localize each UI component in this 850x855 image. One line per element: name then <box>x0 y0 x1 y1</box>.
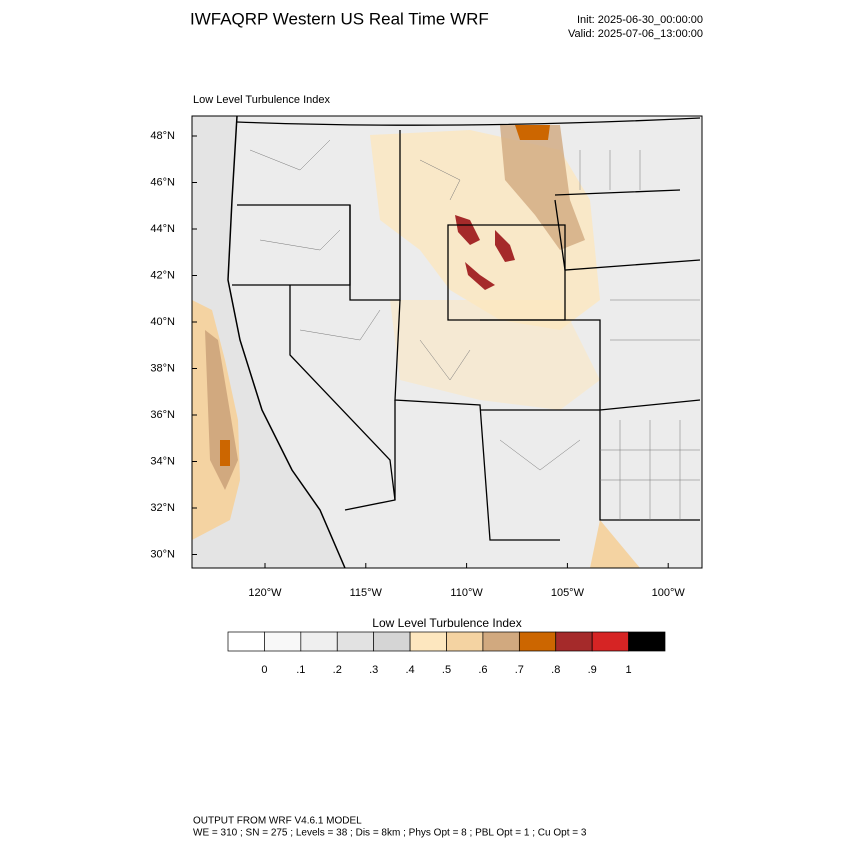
colorbar-label: .1 <box>296 664 305 676</box>
coastline <box>227 116 346 568</box>
colorbar-box <box>227 631 265 652</box>
lat-label: 40°N <box>150 316 175 328</box>
lat-label: 44°N <box>150 223 175 235</box>
lat-label: 30°N <box>150 548 175 560</box>
lon-label: 105°W <box>551 587 585 599</box>
colorbar-box <box>336 631 375 652</box>
lon-label: 120°W <box>248 587 282 599</box>
valid-time: Valid: 2025-07-06_13:00:00 <box>568 28 703 40</box>
map: 48°N 46°N 44°N 42°N 40°N 38°N 36°N 34°N 32°N 30°N… <box>150 115 703 599</box>
turbulence-region <box>500 125 585 250</box>
state-borders <box>232 117 701 541</box>
colorbar-label: 1 <box>626 664 632 676</box>
colorbar-label: .3 <box>369 664 378 676</box>
colorbar-box <box>628 631 666 652</box>
colorbar-box <box>482 631 520 652</box>
colorbar-box <box>518 631 557 652</box>
lat-label: 32°N <box>150 502 175 514</box>
turbulence-peak <box>515 125 550 140</box>
lat-label: 48°N <box>150 130 175 142</box>
turbulence-region <box>390 300 600 410</box>
lat-label: 38°N <box>150 362 175 374</box>
colorbar-title: Low Level Turbulence Index <box>372 616 521 630</box>
footer-line: OUTPUT FROM WRF V4.6.1 MODEL <box>193 816 362 827</box>
colorbar: 0 .1 .2 .3 .4 .5 .6 .7 .8 .9 1 <box>227 631 666 676</box>
init-time: Init: 2025-06-30_00:00:00 <box>577 14 703 26</box>
map-content <box>192 116 702 568</box>
ocean-turbulence-peak <box>220 440 230 466</box>
county-borders <box>249 139 700 520</box>
colorbar-label: .5 <box>442 664 451 676</box>
turbulence-region <box>590 520 640 568</box>
turbulence-peak <box>455 215 515 290</box>
colorbar-box <box>555 631 593 652</box>
lat-label: 34°N <box>150 455 175 467</box>
colorbar-box <box>591 631 629 652</box>
title: IWFAQRP Western US Real Time WRF <box>190 9 489 28</box>
map-subtitle: Low Level Turbulence Index <box>193 94 330 106</box>
colorbar-box <box>300 631 338 652</box>
colorbar-box <box>373 631 411 652</box>
colorbar-label: .6 <box>478 664 487 676</box>
colorbar-label: 0 <box>261 664 267 676</box>
lat-label: 42°N <box>150 269 175 281</box>
colorbar-label: .7 <box>515 664 524 676</box>
colorbar-box <box>409 631 447 652</box>
lat-label: 36°N <box>150 409 175 421</box>
colorbar-box <box>264 631 302 652</box>
colorbar-box <box>446 631 484 652</box>
lon-label: 100°W <box>652 587 686 599</box>
lon-label: 110°W <box>450 587 483 599</box>
footer-line: WE = 310 ; SN = 275 ; Levels = 38 ; Dis … <box>193 828 587 839</box>
lat-label: 46°N <box>150 176 175 188</box>
colorbar-label: .8 <box>551 664 560 676</box>
colorbar-label: .9 <box>588 664 597 676</box>
axis-labels: 48°N 46°N 44°N 42°N 40°N 38°N 36°N 34°N 32°N 30°N… <box>150 130 685 599</box>
lon-label: 115°W <box>350 587 383 599</box>
map-frame <box>191 115 703 569</box>
colorbar-label: .2 <box>333 664 342 676</box>
colorbar-label: .4 <box>405 664 414 676</box>
